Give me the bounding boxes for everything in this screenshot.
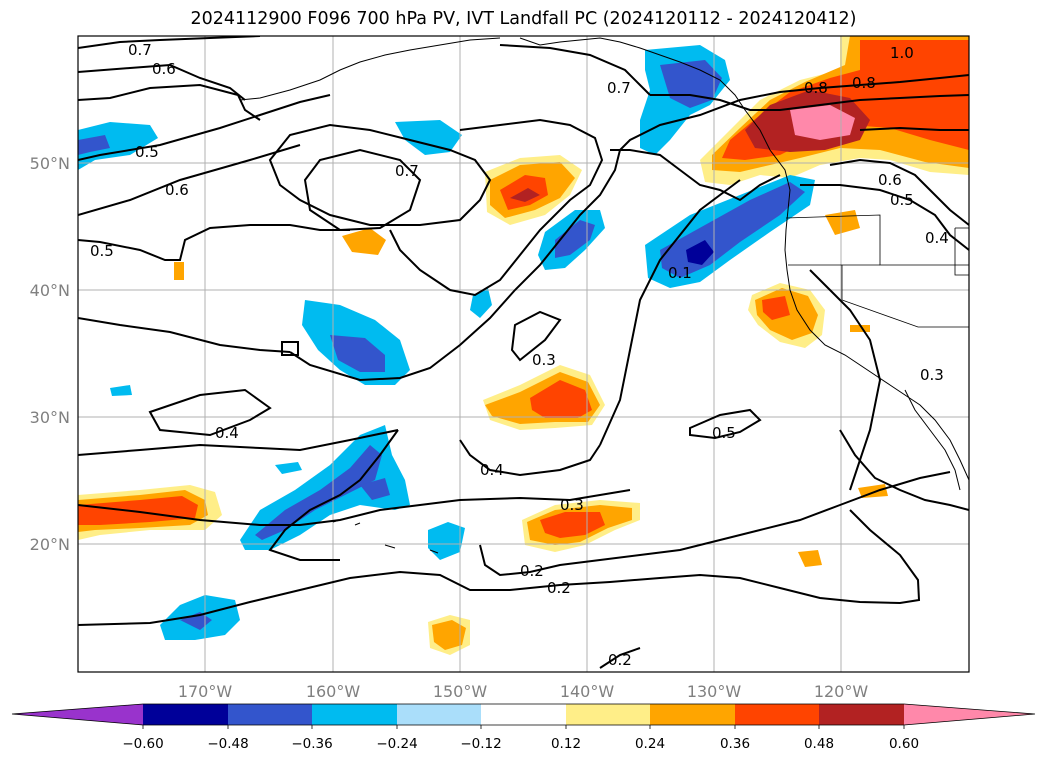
contour-label: 0.6 <box>165 181 189 199</box>
colorbar-tick-label: 0.48 <box>804 736 834 752</box>
colorbar-segment <box>143 704 228 725</box>
graticule <box>78 36 969 672</box>
contour-label: 1.0 <box>890 44 914 62</box>
colorbar-segment <box>904 704 1035 725</box>
colorbar-segment <box>566 704 650 725</box>
contour-label: 0.4 <box>215 424 239 442</box>
contour-label: 0.8 <box>804 79 828 97</box>
contour-labels: 0.7 0.6 0.5 0.6 0.5 0.7 0.7 0.8 0.8 1.0 … <box>90 41 949 669</box>
colorbar-tick-label: −0.12 <box>460 736 501 752</box>
contour-label: 0.5 <box>712 424 736 442</box>
contour-label: 0.4 <box>480 461 504 479</box>
contour-label: 0.1 <box>668 264 692 282</box>
latitude-labels: 50°N 40°N 30°N 20°N <box>30 154 70 554</box>
lat-label: 50°N <box>30 154 70 173</box>
contour-label: 0.2 <box>608 651 632 669</box>
contour-label: 0.6 <box>878 171 902 189</box>
colorbar-tick-label: 0.12 <box>551 736 581 752</box>
contour-label: 0.5 <box>90 242 114 260</box>
colorbar-segment <box>650 704 735 725</box>
contour-label: 0.3 <box>560 496 584 514</box>
map-frame <box>77 35 970 673</box>
colorbar-tick-label: −0.60 <box>122 736 163 752</box>
colorbar-tick-label: −0.24 <box>376 736 417 752</box>
lat-label: 40°N <box>30 281 70 300</box>
lon-label: 140°W <box>560 682 615 701</box>
contour-label: 0.6 <box>152 60 176 78</box>
colorbar-segment <box>397 704 481 725</box>
colorbar-tick-label: −0.36 <box>291 736 332 752</box>
contour-label: 0.7 <box>128 41 152 59</box>
lat-label: 20°N <box>30 535 70 554</box>
contour-label: 0.5 <box>890 191 914 209</box>
contour-label: 0.2 <box>547 579 571 597</box>
lon-label: 130°W <box>687 682 742 701</box>
longitude-labels: 170°W 160°W 150°W 140°W 130°W 120°W <box>178 682 869 701</box>
colorbar-tick-label: 0.36 <box>720 736 750 752</box>
contour-lines <box>78 36 969 669</box>
contour-label: 0.3 <box>532 351 556 369</box>
lon-label: 170°W <box>178 682 233 701</box>
colorbar-tick-label: 0.24 <box>635 736 665 752</box>
contour-label: 0.7 <box>395 162 419 180</box>
map-title: 2024112900 F096 700 hPa PV, IVT Landfall… <box>190 9 857 29</box>
contour-label: 0.7 <box>607 79 631 97</box>
colorbar-tick-label: 0.60 <box>889 736 919 752</box>
contour-label: 0.8 <box>852 74 876 92</box>
colorbar-segment <box>12 704 143 725</box>
colorbar-segment <box>228 704 312 725</box>
lon-label: 160°W <box>306 682 361 701</box>
lon-label: 120°W <box>814 682 869 701</box>
contour-label: 0.4 <box>925 229 949 247</box>
shading-layer <box>78 36 969 655</box>
lon-label: 150°W <box>433 682 488 701</box>
colorbar: −0.60 −0.48 −0.36 −0.24 −0.12 0.12 0.24 … <box>11 703 1036 752</box>
contour-label: 0.3 <box>920 366 944 384</box>
colorbar-segment <box>312 704 397 725</box>
colorbar-segment <box>735 704 819 725</box>
colorbar-tick-label: −0.48 <box>207 736 248 752</box>
contour-label: 0.5 <box>135 143 159 161</box>
colorbar-segment <box>819 704 904 725</box>
state-borders <box>785 214 969 328</box>
map-area: 0.7 0.6 0.5 0.6 0.5 0.7 0.7 0.8 0.8 1.0 … <box>78 36 969 672</box>
colorbar-segment <box>481 704 566 725</box>
lat-label: 30°N <box>30 408 70 427</box>
contour-label: 0.2 <box>520 562 544 580</box>
